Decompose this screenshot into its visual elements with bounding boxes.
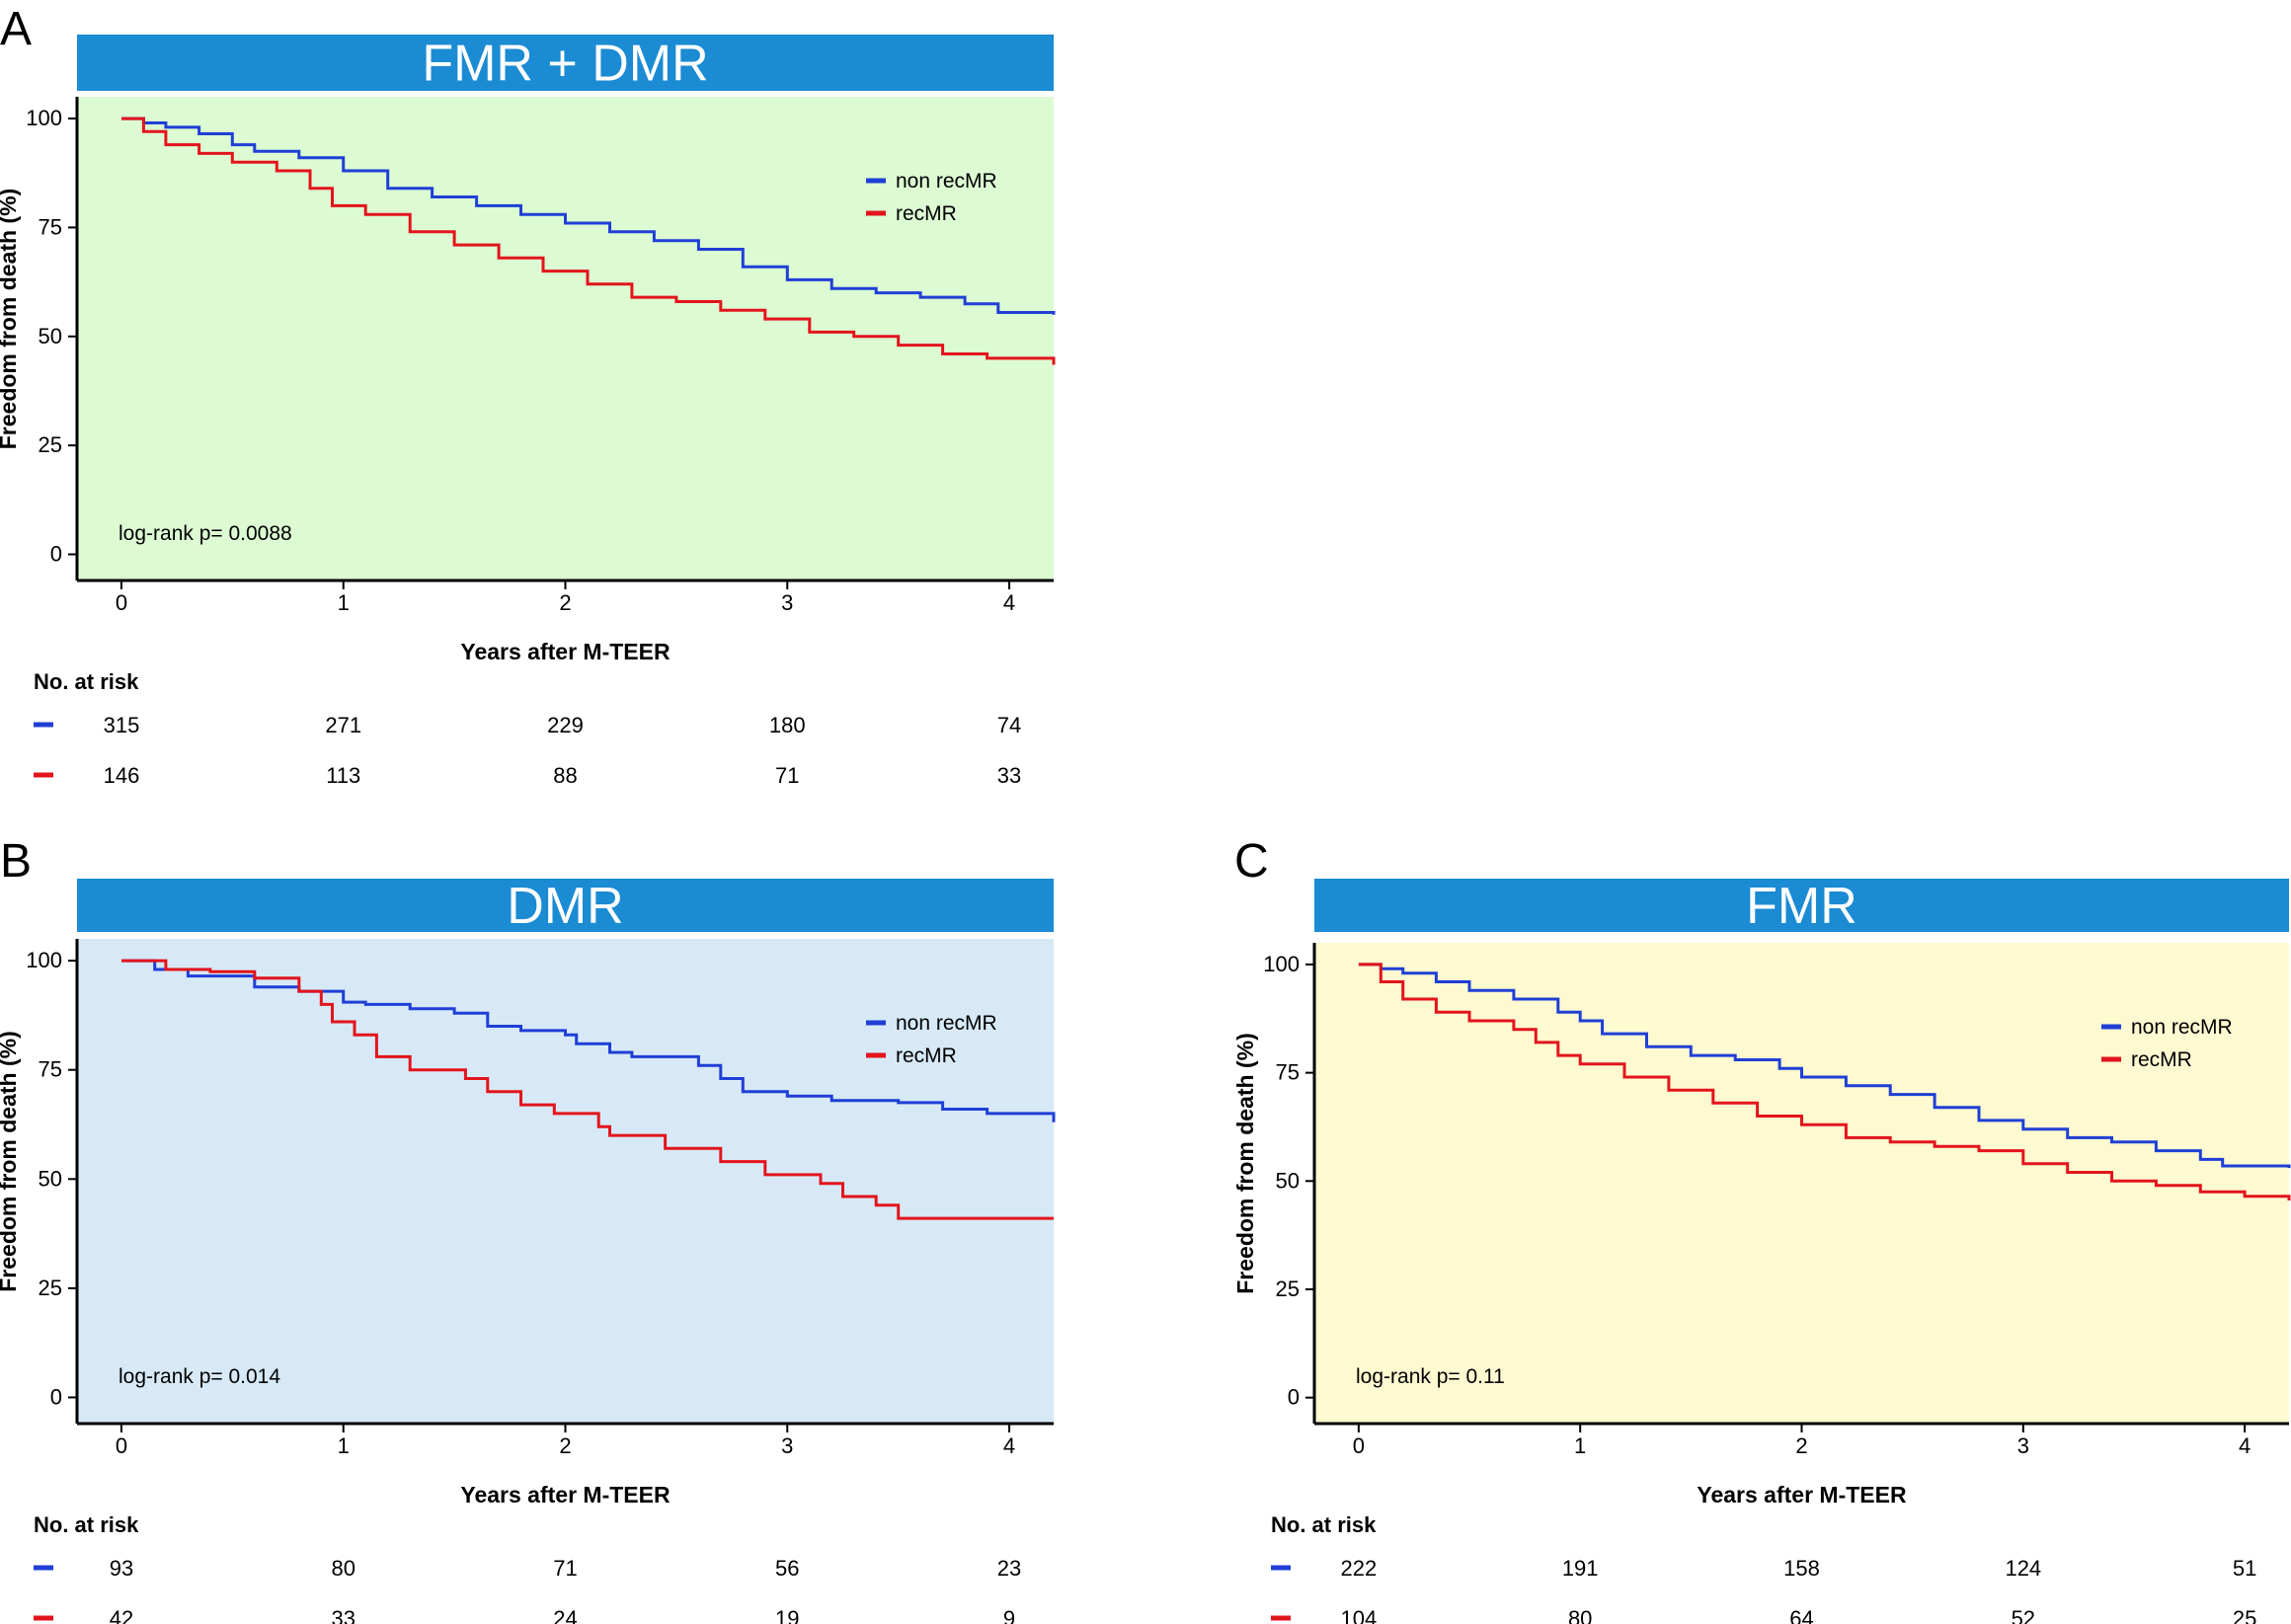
legend-label: non recMR xyxy=(896,170,997,193)
risk-count: 315 xyxy=(104,713,140,737)
x-axis-label: Years after M-TEER xyxy=(460,1482,671,1508)
x-tick-label: 3 xyxy=(2017,1433,2029,1458)
y-axis-label: Freedom from death (%) xyxy=(0,189,21,450)
risk-count: 33 xyxy=(997,763,1021,788)
x-tick-label: 0 xyxy=(116,590,127,615)
y-tick-label: 50 xyxy=(1276,1168,1300,1193)
x-tick-label: 2 xyxy=(559,590,571,615)
risk-count: 222 xyxy=(1341,1556,1378,1581)
risk-count: 146 xyxy=(104,763,140,788)
x-tick-label: 4 xyxy=(2239,1433,2251,1458)
risk-count: 124 xyxy=(2005,1556,2041,1581)
x-axis-label: Years after M-TEER xyxy=(1697,1482,1907,1508)
survival-curve-recmr xyxy=(121,959,1054,1220)
risk-count: 51 xyxy=(2233,1556,2256,1581)
x-tick-label: 3 xyxy=(781,590,793,615)
x-tick-label: 4 xyxy=(1003,1433,1015,1458)
risk-count: 229 xyxy=(547,713,584,737)
y-tick-label: 25 xyxy=(1276,1276,1300,1301)
y-axis-label: Freedom from death (%) xyxy=(1232,1033,1258,1294)
risk-count: 23 xyxy=(997,1556,1021,1581)
y-tick-label: 75 xyxy=(39,214,62,239)
panel-title-bar xyxy=(1314,879,2289,932)
plot-background xyxy=(77,97,1054,580)
risk-count: 88 xyxy=(553,763,577,788)
panel-c: C FMR 0 25 50 75 100 0 1 2 3 4 Freedom from death (%… xyxy=(1232,835,2291,1624)
risk-count: 25 xyxy=(2233,1606,2256,1624)
panel-title-bar xyxy=(77,35,1054,91)
x-tick-label: 3 xyxy=(781,1433,793,1458)
legend-label: recMR xyxy=(896,1044,957,1067)
y-tick-label: 50 xyxy=(39,1166,62,1191)
panel-letter: A xyxy=(0,3,32,55)
panel-title: FMR xyxy=(1746,878,1857,935)
x-tick-label: 1 xyxy=(338,590,350,615)
risk-count: 9 xyxy=(1003,1606,1015,1624)
y-tick-label: 25 xyxy=(39,432,62,457)
x-tick-label: 0 xyxy=(1353,1433,1365,1458)
y-tick-label: 100 xyxy=(1263,952,1300,976)
survival-curve-recmr xyxy=(1358,963,2291,1200)
y-tick-label: 50 xyxy=(39,324,62,348)
risk-count: 19 xyxy=(775,1606,799,1624)
risk-count: 191 xyxy=(1562,1556,1599,1581)
panel-a: A FMR + DMR 0 25 50 75 100 0 1 2 3 4 Freedom from de… xyxy=(0,3,1056,788)
risk-count: 56 xyxy=(775,1556,799,1581)
y-tick-label: 100 xyxy=(26,948,62,972)
survival-curve-non-recmr xyxy=(121,116,1056,315)
y-tick-label: 100 xyxy=(26,106,62,130)
risk-count: 180 xyxy=(769,713,806,737)
plot-background xyxy=(1314,943,2289,1424)
legend-label: non recMR xyxy=(896,1012,997,1035)
y-tick-label: 75 xyxy=(39,1057,62,1082)
panel-letter: B xyxy=(0,835,32,888)
legend-label: recMR xyxy=(2131,1048,2192,1071)
survival-curve-non-recmr xyxy=(1358,963,2291,1169)
legend-label: recMR xyxy=(896,202,957,225)
y-tick-label: 75 xyxy=(1276,1060,1300,1085)
panel-title: DMR xyxy=(507,878,623,935)
risk-count: 64 xyxy=(1789,1606,1813,1624)
x-tick-label: 1 xyxy=(338,1433,350,1458)
x-axis-label: Years after M-TEER xyxy=(460,639,671,664)
y-tick-label: 0 xyxy=(50,1384,62,1409)
risk-count: 80 xyxy=(1568,1606,1592,1624)
risk-table-title: No. at risk xyxy=(34,669,139,694)
risk-count: 74 xyxy=(997,713,1021,737)
y-tick-label: 0 xyxy=(50,542,62,567)
risk-count: 93 xyxy=(110,1556,133,1581)
risk-count: 158 xyxy=(1783,1556,1820,1581)
risk-count: 33 xyxy=(331,1606,355,1624)
risk-count: 113 xyxy=(326,763,360,788)
y-axis-label: Freedom from death (%) xyxy=(0,1031,21,1292)
x-tick-label: 2 xyxy=(1795,1433,1807,1458)
legend-label: non recMR xyxy=(2131,1016,2233,1039)
risk-count: 24 xyxy=(553,1606,577,1624)
risk-table-title: No. at risk xyxy=(34,1512,139,1537)
logrank-annotation: log-rank p= 0.0088 xyxy=(118,522,292,545)
x-tick-label: 4 xyxy=(1003,590,1015,615)
logrank-annotation: log-rank p= 0.11 xyxy=(1356,1365,1505,1388)
logrank-annotation: log-rank p= 0.014 xyxy=(118,1365,280,1388)
x-tick-label: 2 xyxy=(559,1433,571,1458)
survival-curve-recmr xyxy=(121,116,1056,365)
risk-count: 71 xyxy=(775,763,799,788)
panel-title: FMR + DMR xyxy=(422,36,708,93)
plot-background xyxy=(77,939,1054,1424)
y-tick-label: 0 xyxy=(1288,1385,1300,1410)
panel-letter: C xyxy=(1234,835,1269,888)
risk-count: 42 xyxy=(110,1606,133,1624)
risk-count: 271 xyxy=(325,713,361,737)
x-tick-label: 0 xyxy=(116,1433,127,1458)
risk-table-title: No. at risk xyxy=(1271,1512,1377,1537)
risk-count: 52 xyxy=(2012,1606,2035,1624)
panel-title-bar xyxy=(77,879,1054,932)
risk-count: 104 xyxy=(1341,1606,1378,1624)
x-tick-label: 1 xyxy=(1574,1433,1586,1458)
y-tick-label: 25 xyxy=(39,1276,62,1300)
risk-count: 71 xyxy=(553,1556,577,1581)
risk-count: 80 xyxy=(331,1556,355,1581)
